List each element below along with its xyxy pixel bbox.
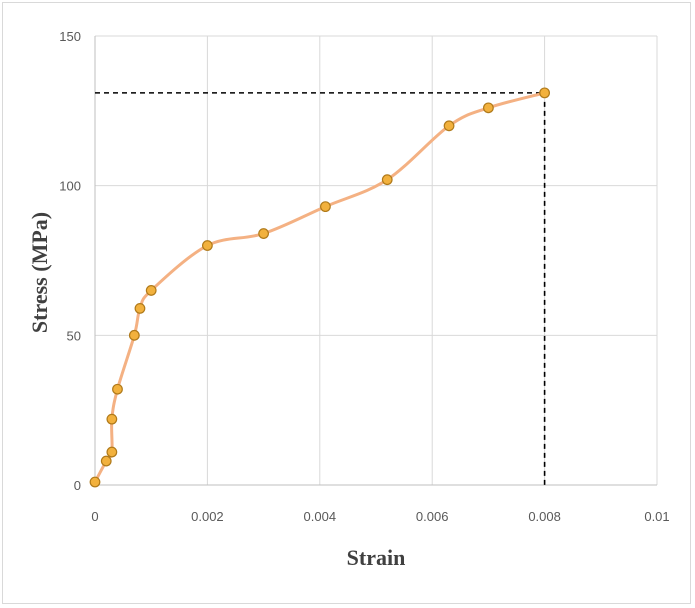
y-tick-label: 0 [74, 478, 81, 493]
data-point [443, 120, 455, 132]
data-point [134, 302, 146, 314]
data-point [128, 329, 140, 341]
stress-strain-chart: 0 0.002 0.004 0.006 0.008 0.01 0 50 100 150 Strai… [27, 29, 670, 570]
guide-lines [95, 92, 546, 485]
x-tick-label: 0.01 [644, 509, 669, 524]
x-axis-title: Strain [347, 545, 406, 570]
data-point [112, 383, 123, 395]
data-point [258, 228, 270, 239]
data-point [539, 87, 550, 99]
gridlines [95, 35, 658, 485]
tick-labels: 0 0.002 0.004 0.006 0.008 0.01 0 50 100 150 [59, 29, 669, 524]
x-tick-label: 0.008 [528, 509, 561, 524]
x-tick-label: 0.002 [191, 509, 224, 524]
axes [94, 36, 657, 486]
y-tick-label: 150 [59, 29, 81, 44]
y-tick-label: 50 [67, 328, 81, 343]
x-tick-label: 0 [91, 509, 98, 524]
y-tick-label: 100 [59, 179, 81, 194]
data-point [100, 455, 112, 467]
data-point [89, 476, 101, 488]
x-tick-label: 0.006 [416, 509, 449, 524]
data-point [381, 174, 393, 186]
data-point [145, 285, 157, 296]
series-line-layer [93, 91, 547, 484]
data-point [106, 446, 118, 458]
x-tick-label: 0.004 [304, 509, 337, 524]
series-line [93, 91, 547, 484]
data-point [483, 102, 494, 114]
data-point [201, 240, 213, 251]
y-axis-title: Stress (MPa) [27, 212, 52, 333]
data-point [106, 413, 118, 425]
data-point [320, 201, 331, 213]
data-points [89, 87, 550, 488]
